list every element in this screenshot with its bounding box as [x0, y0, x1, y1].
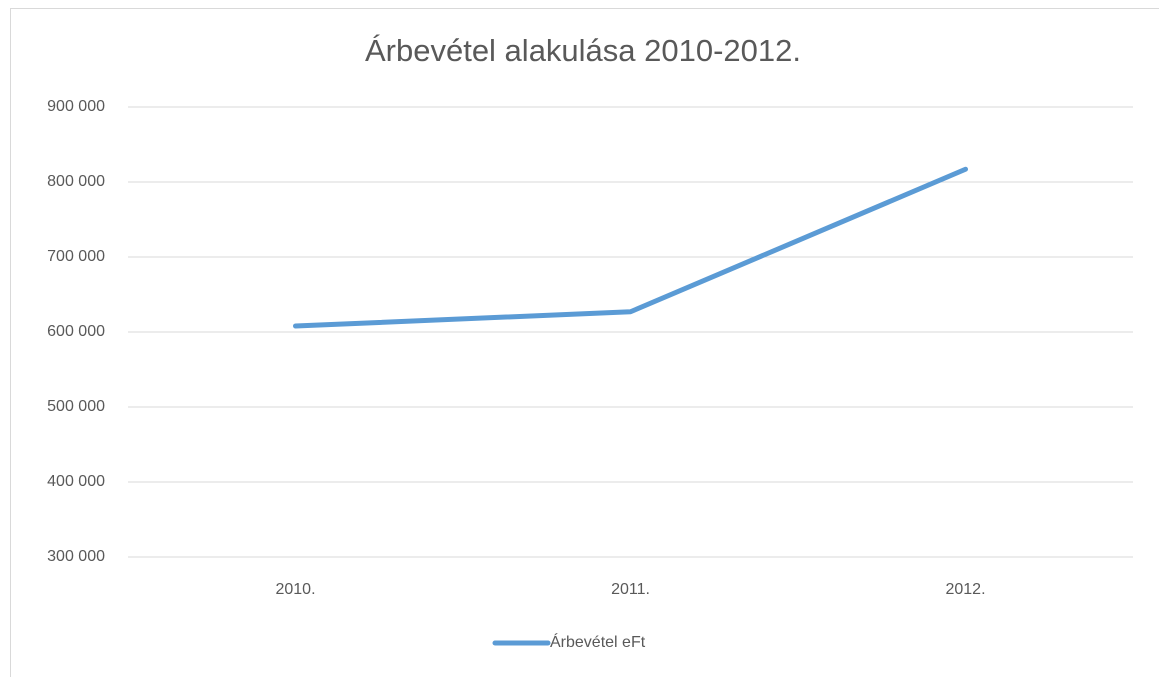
y-tick-label: 400 000	[47, 473, 105, 490]
x-tick-label: 2011.	[611, 581, 650, 598]
y-tick-label: 500 000	[47, 398, 105, 415]
y-tick-label: 700 000	[47, 248, 105, 265]
y-tick-label: 600 000	[47, 323, 105, 340]
x-tick-label: 2010.	[275, 581, 315, 598]
y-tick-label: 300 000	[47, 548, 105, 565]
legend-label: Árbevétel eFt	[550, 632, 646, 651]
y-tick-label: 900 000	[47, 98, 105, 115]
data-line	[293, 166, 968, 329]
chart-title: Árbevétel alakulása 2010-2012.	[365, 33, 801, 68]
chart-border	[10, 8, 1159, 677]
y-tick-label: 800 000	[47, 173, 105, 190]
x-tick-label: 2012.	[945, 581, 985, 598]
